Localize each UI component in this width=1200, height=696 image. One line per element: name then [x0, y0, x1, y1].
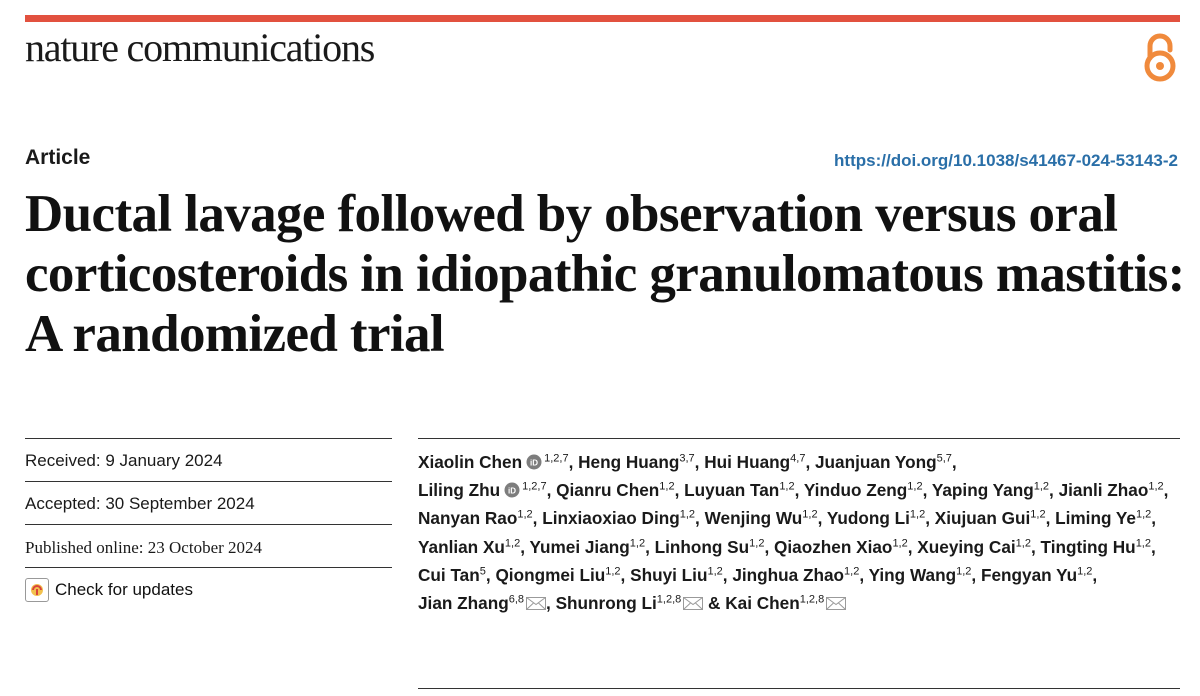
email-icon[interactable] [526, 597, 547, 611]
open-access-lock-icon [1144, 33, 1176, 82]
author-name[interactable]: Yinduo Zeng [803, 480, 908, 501]
author-name[interactable]: Yudong Li [826, 508, 910, 529]
affiliation-superscript: 4,7 [790, 452, 806, 465]
affiliation-superscript: 1,2 [909, 508, 926, 521]
affiliation-superscript: 1,2 [1077, 565, 1093, 578]
doi-link[interactable]: https://doi.org/10.1038/s41467-024-53143… [834, 151, 1178, 170]
affiliation-superscript: 1,2 [504, 536, 521, 549]
affiliation-superscript: 1,2 [779, 480, 795, 493]
affiliation-superscript: 1,2,7 [522, 480, 547, 493]
author-name[interactable]: Juanjuan Yong [815, 452, 937, 472]
article-type-label: Article [25, 146, 91, 169]
affiliation-superscript: 1,2 [629, 536, 646, 549]
affiliation-superscript: 1,2 [956, 565, 972, 578]
author-name[interactable]: Yumei Jiang [529, 536, 630, 557]
affiliation-superscript: 1,2 [517, 508, 533, 521]
affiliation-superscript: 1,2 [802, 508, 818, 521]
author-name[interactable]: Yanlian Xu [418, 536, 505, 557]
article-dates-panel: Received: 9 January 2024 Accepted: 30 Se… [25, 438, 392, 602]
published-date: Published online: 23 October 2024 [25, 524, 392, 567]
orcid-icon[interactable]: iD [504, 482, 520, 498]
affiliation-superscript: 1,2 [679, 508, 696, 521]
author-list: Xiaolin Chen iD 1,2,7, Heng Huang3,7, Hui … [418, 452, 1169, 614]
author-name[interactable]: Jianli Zhao [1058, 480, 1149, 501]
affiliation-superscript: 1,2,7 [544, 452, 569, 465]
author-name[interactable]: Yaping Yang [931, 480, 1034, 501]
affiliation-superscript: 1,2 [1015, 536, 1031, 549]
journal-name[interactable]: nature communications [25, 25, 375, 70]
svg-text:iD: iD [530, 458, 538, 467]
author-name[interactable]: Xiaolin Chen [418, 452, 523, 472]
author-name[interactable]: Xiujuan Gui [934, 508, 1031, 529]
author-name[interactable]: Luyuan Tan [684, 480, 780, 501]
affiliation-superscript: 1,2 [1030, 508, 1046, 521]
affiliation-superscript: 5 [479, 565, 486, 578]
check-updates-icon [25, 578, 49, 602]
affiliation-superscript: 1,2 [844, 565, 860, 578]
author-name[interactable]: Tingting Hu [1040, 536, 1136, 557]
author-name[interactable]: Xueying Cai [917, 536, 1016, 557]
article-title: Ductal lavage followed by observation ve… [25, 185, 1185, 363]
author-name[interactable]: Jinghua Zhao [732, 564, 845, 585]
author-name[interactable]: Qianru Chen [556, 480, 660, 501]
author-name[interactable]: Fengyan Yu [980, 564, 1078, 585]
check-updates-label: Check for updates [55, 580, 193, 599]
affiliation-superscript: 1,2 [1148, 480, 1164, 493]
author-name[interactable]: Heng Huang [578, 452, 680, 472]
author-name[interactable]: Jian Zhang [418, 593, 509, 614]
author-name[interactable]: Ying Wang [868, 564, 957, 585]
affiliation-superscript: 1,2 [749, 536, 765, 549]
accepted-date: Accepted: 30 September 2024 [25, 481, 392, 524]
affiliation-superscript: 1,2 [907, 480, 923, 493]
affiliation-superscript: 1,2 [1033, 480, 1050, 493]
email-icon[interactable] [683, 597, 704, 611]
affiliation-superscript: 5,7 [936, 452, 952, 465]
author-name[interactable]: Shunrong Li [555, 593, 657, 614]
orcid-icon[interactable]: iD [526, 454, 542, 470]
author-name[interactable]: Shuyi Liu [630, 564, 708, 585]
author-name[interactable]: Hui Huang [704, 452, 791, 472]
author-name[interactable]: Liling Zhu [418, 480, 501, 501]
affiliation-superscript: 1,2,8 [799, 593, 825, 606]
affiliation-superscript: 1,2 [1136, 508, 1152, 521]
affiliation-superscript: 3,7 [679, 452, 695, 465]
affiliation-superscript: 1,2 [1135, 536, 1151, 549]
email-icon[interactable] [826, 597, 847, 611]
check-for-updates-button[interactable]: Check for updates [25, 567, 392, 602]
author-name[interactable]: Linxiaoxiao Ding [542, 508, 680, 529]
author-name[interactable]: Cui Tan [418, 564, 480, 585]
author-list-panel: Xiaolin Chen iD 1,2,7, Heng Huang3,7, Hui … [418, 438, 1180, 617]
affiliation-superscript: 1,2 [659, 480, 675, 493]
author-name[interactable]: Nanyan Rao [418, 508, 518, 529]
affiliation-superscript: 1,2 [707, 565, 723, 578]
affiliation-superscript: 1,2,8 [656, 593, 682, 606]
author-name[interactable]: Linhong Su [654, 536, 750, 557]
author-name[interactable]: Liming Ye [1055, 508, 1136, 529]
received-date: Received: 9 January 2024 [25, 438, 392, 481]
affiliation-superscript: 1,2 [605, 565, 621, 578]
affiliation-superscript: 1,2 [892, 536, 908, 549]
header-accent-rule [25, 15, 1180, 22]
author-name[interactable]: Wenjing Wu [704, 508, 803, 529]
author-name[interactable]: Kai Chen [725, 593, 800, 614]
author-name[interactable]: Qiongmei Liu [495, 564, 606, 585]
author-bottom-rule [418, 688, 1180, 689]
svg-text:iD: iD [508, 487, 516, 496]
author-name[interactable]: Qiaozhen Xiao [774, 536, 893, 557]
affiliation-superscript: 6,8 [508, 593, 525, 606]
